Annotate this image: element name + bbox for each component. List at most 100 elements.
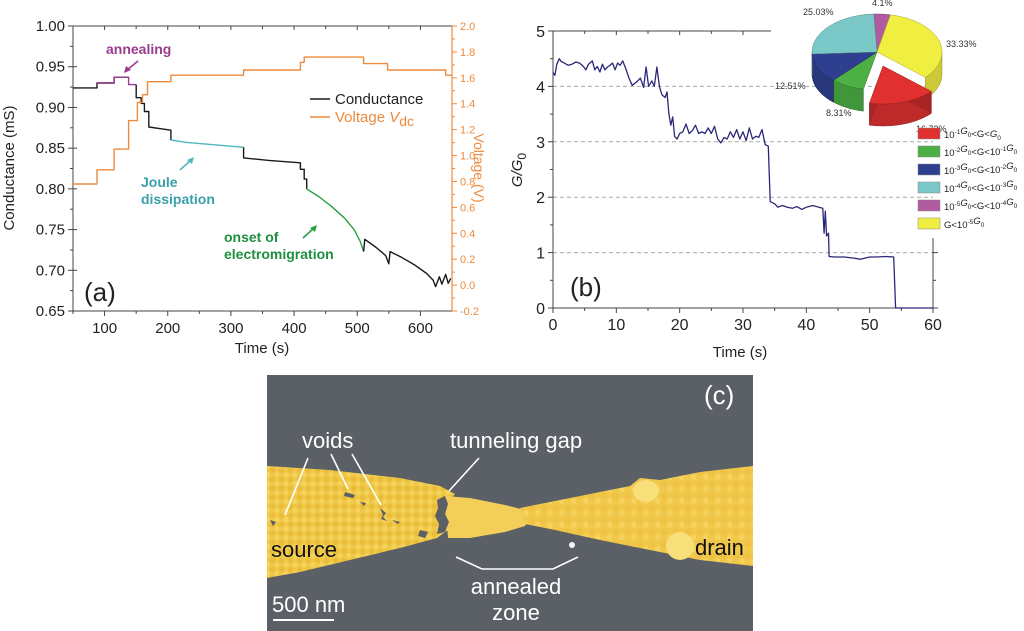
legend-label: 10-5G0<G<10-4G0 [944, 197, 1018, 213]
source-electrode [267, 466, 455, 578]
annealed-zone-region [445, 496, 530, 538]
pie-slice-label: 25.03% [803, 7, 834, 17]
void-3 [380, 508, 400, 524]
legend-label-sup: -2 [1000, 164, 1006, 171]
legend-label-sup: -1 [1000, 146, 1006, 153]
sem-scale-bar-label: 500 nm [272, 592, 345, 617]
y-tick-label: 1 [536, 246, 545, 263]
legend-label-part: 10 [944, 166, 955, 177]
arrow-tunneling-gap [448, 457, 480, 492]
legend-label-sub: 0 [968, 150, 972, 157]
annotation-annealing: annealing [106, 41, 171, 73]
legend-label-sub: 0 [1014, 185, 1018, 192]
y-tick-label: 5 [536, 24, 545, 41]
panel-a-series [73, 56, 452, 288]
legend-label-part: G [990, 129, 997, 140]
legend-label-sup: -4 [955, 183, 961, 190]
legend-swatch [917, 145, 941, 158]
arrow-void-2 [330, 453, 349, 490]
legend-label-part: <G<10 [971, 183, 1000, 194]
void-1 [270, 520, 276, 526]
x-tick-label: 500 [345, 320, 370, 337]
legend-label-sub: 0 [968, 204, 972, 211]
x-tick-label: 300 [218, 320, 243, 337]
legend-label-sup: -4 [1000, 200, 1006, 207]
legend-swatch [917, 163, 941, 176]
legend-voltage-label: Voltage Vdc [335, 109, 414, 129]
series-conductance-line [242, 147, 308, 189]
legend-label-sub: 0 [997, 135, 1001, 142]
panel-b-chart: 0 1 2 3 4 5 0 10 20 30 40 50 60 G/G0 Time (s) (b) 1… [509, 0, 1018, 361]
legend-label-sub: 0 [1014, 167, 1018, 174]
annotation-em-arrowhead [310, 225, 317, 232]
x-tick-label: 100 [92, 320, 117, 337]
panel-a-legend: Conductance Voltage Vdc [310, 91, 423, 129]
series-joule-line [170, 139, 244, 148]
legend-label-part: 10 [944, 148, 955, 159]
annotation-joule: Joule dissipation [141, 157, 215, 207]
legend-label-part: G [960, 144, 967, 155]
legend-label-part: <G< [971, 129, 990, 140]
panel-b-panel-label: (b) [570, 272, 602, 302]
annotation-electromigration: onset of electromigration [224, 225, 334, 262]
legend-label-sup: -1 [955, 129, 961, 136]
panel-b-ylabel: G/G0 [509, 153, 529, 188]
x-tick-label: 0 [549, 317, 558, 334]
annotation-annealing-text: annealing [106, 41, 171, 57]
panel-a-chart: 0.65 0.70 0.75 0.80 0.85 0.90 0.95 1.00 -0.2 0.0… [1, 18, 487, 357]
legend-label-part: G [960, 126, 967, 137]
x-tick-label: 600 [408, 320, 433, 337]
legend-label-part: G [960, 162, 967, 173]
annotation-joule-text-2: dissipation [141, 191, 215, 207]
legend-swatch [917, 199, 941, 212]
legend-label-part: 10 [944, 184, 955, 195]
y-tick-label: 0.80 [36, 181, 65, 198]
x-tick-label: 30 [734, 317, 752, 334]
sem-label-tunneling-gap: tunneling gap [450, 428, 582, 453]
panel-b-series [552, 58, 933, 309]
legend-label-part: G<10 [944, 220, 968, 231]
series-annealing-line [97, 76, 137, 86]
pie-slice [811, 13, 878, 55]
legend-label-part: G [960, 180, 967, 191]
y-tick-label: 0.95 [36, 59, 65, 76]
legend-label-sup: -5 [955, 201, 961, 208]
legend-label-sup: -3 [955, 165, 961, 172]
sem-label-drain: drain [695, 535, 744, 560]
drain-grain-2 [666, 532, 694, 560]
pie-slice [876, 14, 943, 78]
drain-electrode [520, 466, 753, 566]
annotation-annealing-arrowhead [124, 66, 131, 73]
panel-b-x-axis: 0 10 20 30 40 50 60 [549, 31, 942, 334]
pie-slice-label: 4.1% [872, 0, 893, 8]
legend-label-sup: -3 [1000, 182, 1006, 189]
pie-slice-label: 12.51% [775, 81, 806, 91]
y2-tick-label: 0.0 [460, 280, 475, 292]
gap-edge-2 [418, 530, 428, 538]
drain-grain-1 [633, 480, 659, 502]
sem-label-voids: voids [302, 428, 353, 453]
panel-a-x-axis: 100 200 300 400 500 600 [72, 26, 433, 337]
sem-label-zone: zone [492, 600, 540, 625]
legend-label-sub: 0 [1014, 149, 1018, 156]
legend-label-part: G [960, 198, 967, 209]
panel-b-y-axis: 0 1 2 3 4 5 [536, 24, 938, 318]
legend-label-sub: 0 [968, 168, 972, 175]
y2-tick-label: 1.6 [460, 73, 475, 85]
legend-label-sub: 0 [1014, 203, 1018, 210]
y-tick-label: 0.85 [36, 140, 65, 157]
legend-conductance-label: Conductance [335, 91, 423, 108]
pie-inset [811, 13, 943, 127]
legend-label: G<10-5G0 [944, 216, 985, 231]
y-tick-label: 0 [536, 301, 545, 318]
x-tick-label: 200 [155, 320, 180, 337]
x-tick-label: 50 [861, 317, 879, 334]
sem-label-annealed: annealed [471, 574, 562, 599]
arrow-annealed-zone [455, 556, 579, 570]
y2-tick-label: 1.0 [460, 151, 475, 163]
void-2 [344, 492, 366, 506]
pie-slice [869, 65, 932, 105]
y2-tick-label: 0.4 [460, 228, 475, 240]
legend-label-part: <G<10 [971, 165, 1000, 176]
